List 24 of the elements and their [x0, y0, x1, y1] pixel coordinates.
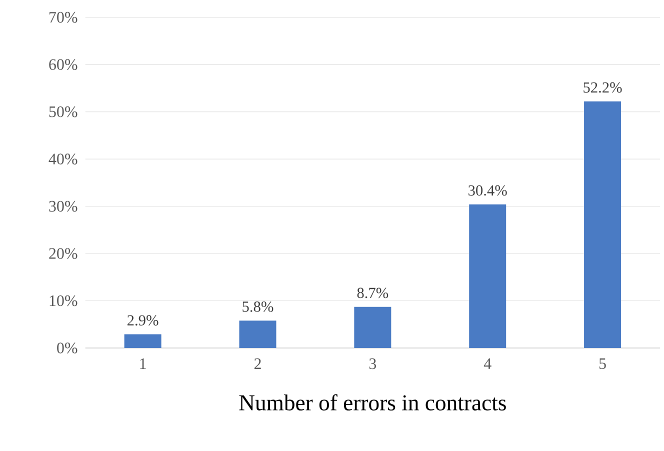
x-tick-label: 4 [484, 358, 492, 370]
x-axis-title: Number of errors in contracts [239, 394, 506, 411]
y-tick-label: 10% [50, 296, 78, 306]
bar [124, 334, 162, 348]
data-label: 8.7% [357, 288, 388, 298]
y-tick-label: 70% [50, 12, 78, 23]
data-label: 52.2% [584, 82, 622, 93]
y-tick-label: 0% [57, 342, 78, 354]
x-tick-label: 3 [369, 358, 376, 370]
bar [239, 320, 276, 348]
y-tick-label: 30% [49, 201, 78, 212]
bar [584, 102, 622, 348]
data-label: 5.8% [242, 302, 274, 312]
y-tick-label: 60% [49, 59, 78, 70]
bar [354, 307, 392, 348]
x-tick-label: 1 [140, 358, 146, 370]
bar [469, 204, 506, 348]
y-tick-label: 40% [48, 154, 78, 165]
data-label: 2.9% [128, 315, 158, 326]
x-tick-label: 2 [254, 358, 261, 370]
y-tick-label: 50% [49, 106, 78, 118]
data-label: 30.4% [468, 185, 507, 196]
y-tick-label: 20% [49, 248, 78, 260]
x-tick-label: 5 [599, 358, 606, 370]
